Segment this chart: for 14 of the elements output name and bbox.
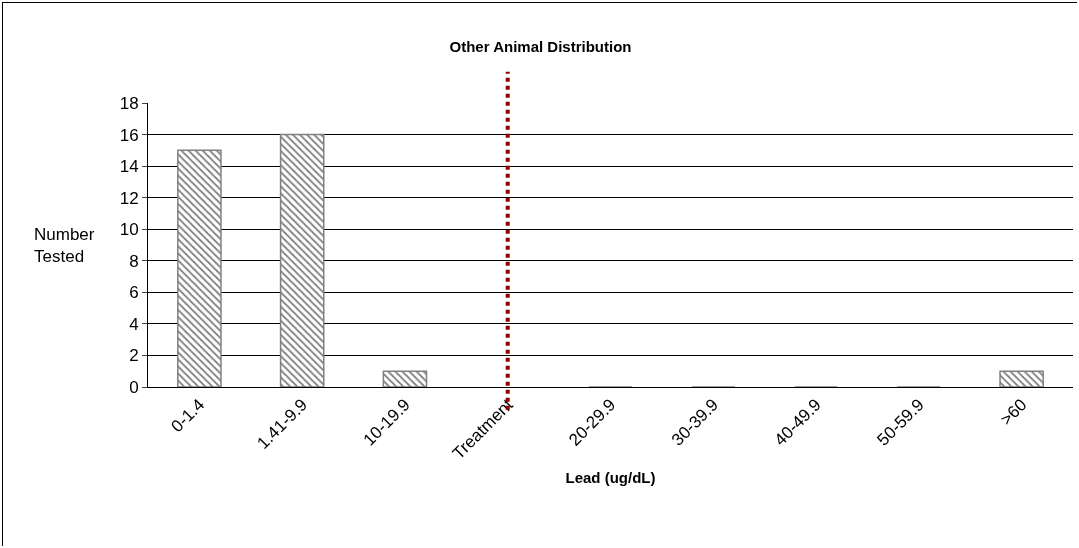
x-axis-title: Lead (ug/dL) [565,469,656,487]
y-tick-label: 14 [119,157,139,177]
chart-title: Other Animal Distribution [449,37,632,55]
y-tick-label: 12 [119,188,139,208]
x-tick-label: >60 [996,395,1031,430]
y-tick-label: 0 [129,377,139,397]
y-tick-label: 18 [119,93,139,113]
y-tick-label: 6 [129,283,139,303]
y-tick-label: 16 [119,125,139,145]
y-axis-title: Number Tested [34,225,95,267]
y-tick-label: 10 [119,220,139,240]
y-tick-label: 4 [129,314,139,334]
y-tick-label: 8 [129,251,139,271]
y-tick-label: 2 [129,346,139,366]
